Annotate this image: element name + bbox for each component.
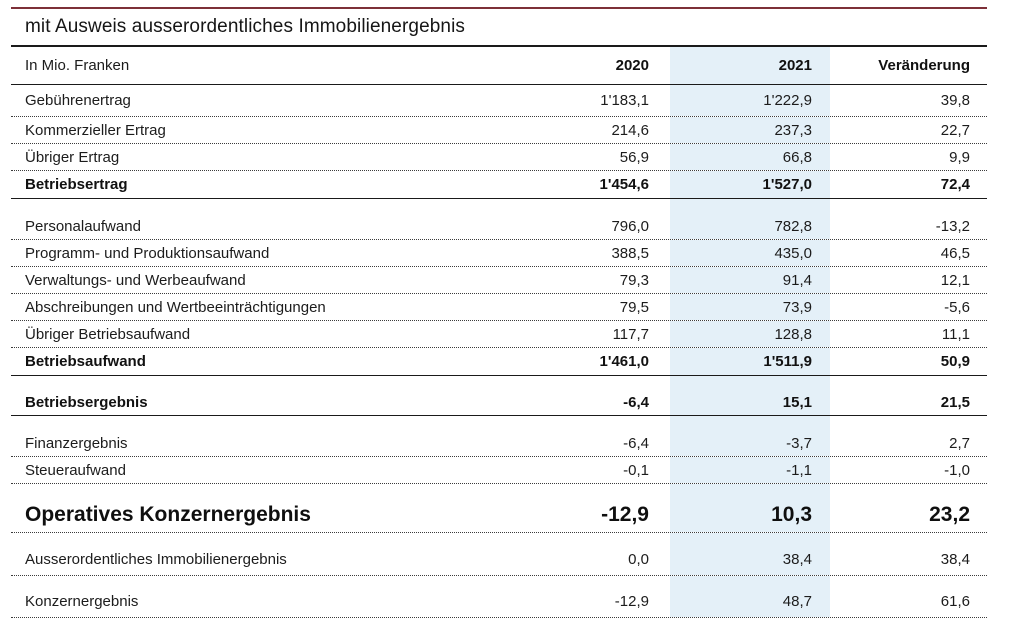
row-label: Betriebsaufwand xyxy=(25,353,146,370)
table-row: Kommerzieller Ertrag 214,6 237,3 22,7 xyxy=(11,117,987,144)
value-2021: 48,7 xyxy=(670,576,830,617)
column-header-change: Veränderung xyxy=(878,57,970,74)
row-label: Finanzergebnis xyxy=(25,434,128,452)
value-2020: 117,7 xyxy=(612,325,649,343)
value-2021: 73,9 xyxy=(670,294,830,320)
row-label: Kommerzieller Ertrag xyxy=(25,121,166,139)
value-2020: 1'461,0 xyxy=(599,353,649,370)
value-2021: 1'527,0 xyxy=(670,171,830,198)
report-page: mit Ausweis ausserordentliches Immobilie… xyxy=(11,7,987,618)
value-change: 21,5 xyxy=(940,394,970,411)
value-2020: 56,9 xyxy=(619,148,649,166)
table-row: Betriebsaufwand 1'461,0 1'511,9 50,9 xyxy=(11,348,987,376)
value-2020: -12,9 xyxy=(601,503,649,526)
value-change: -5,6 xyxy=(944,298,970,316)
value-change: 61,6 xyxy=(940,593,970,610)
unit-label: In Mio. Franken xyxy=(25,57,130,74)
row-label: Programm- und Produktionsaufwand xyxy=(25,244,270,262)
value-change: 23,2 xyxy=(929,503,970,526)
table-row: Steueraufwand -0,1 -1,1 -1,0 xyxy=(11,457,987,484)
row-label: Abschreibungen und Wertbeeinträchtigunge… xyxy=(25,298,326,316)
table-row: Finanzergebnis -6,4 -3,7 2,7 xyxy=(11,430,987,457)
value-change: 46,5 xyxy=(940,244,970,262)
value-change: 12,1 xyxy=(940,271,970,289)
table-row: Gebührenertrag 1'183,1 1'222,9 39,8 xyxy=(11,85,987,117)
value-change: 11,1 xyxy=(941,325,970,343)
value-2020: -0,1 xyxy=(623,461,649,479)
value-2021: 435,0 xyxy=(670,240,830,266)
value-2021: 15,1 xyxy=(670,390,830,415)
value-2020: 0,0 xyxy=(628,551,649,568)
row-label: Steueraufwand xyxy=(25,461,126,479)
value-2021: 782,8 xyxy=(670,213,830,239)
spacer-row xyxy=(11,199,987,213)
value-2020: 796,0 xyxy=(611,217,649,235)
value-2021: 10,3 xyxy=(670,498,830,532)
value-2021 xyxy=(670,416,830,430)
value-2021: 66,8 xyxy=(670,144,830,170)
value-2021 xyxy=(670,484,830,498)
value-2020: 79,5 xyxy=(619,298,649,316)
value-2020: 388,5 xyxy=(611,244,649,262)
row-label: Ausserordentliches Immobilienergebnis xyxy=(25,551,287,568)
spacer-row xyxy=(11,376,987,390)
row-label: Personalaufwand xyxy=(25,217,141,235)
table-row: Betriebsergebnis -6,4 15,1 21,5 xyxy=(11,390,987,416)
row-label: Übriger Betriebsaufwand xyxy=(25,325,191,343)
row-label: Verwaltungs- und Werbeaufwand xyxy=(25,271,246,289)
value-2020: -6,4 xyxy=(623,434,649,452)
value-2021: 38,4 xyxy=(670,533,830,575)
column-header-2021: 2021 xyxy=(670,47,830,84)
value-2020: 79,3 xyxy=(619,271,649,289)
value-change: 38,4 xyxy=(940,551,970,568)
value-2021: 128,8 xyxy=(670,321,830,347)
accent-top-rule xyxy=(11,7,987,9)
value-change: 22,7 xyxy=(940,121,970,139)
table-row: Verwaltungs- und Werbeaufwand 79,3 91,4 … xyxy=(11,267,987,294)
value-2021: -1,1 xyxy=(670,457,830,483)
column-header-2020: 2020 xyxy=(615,57,649,74)
row-label: Konzernergebnis xyxy=(25,593,139,610)
value-2021 xyxy=(670,376,830,390)
value-2020: -12,9 xyxy=(614,593,649,610)
value-2021: -3,7 xyxy=(670,430,830,456)
value-2020: 214,6 xyxy=(611,121,649,139)
table-title: mit Ausweis ausserordentliches Immobilie… xyxy=(11,9,987,47)
value-2021: 1'511,9 xyxy=(670,348,830,375)
value-2020: -6,4 xyxy=(623,394,649,411)
table-row: Übriger Betriebsaufwand 117,7 128,8 11,1 xyxy=(11,321,987,348)
table-header-row: In Mio. Franken 2020 2021 Veränderung xyxy=(11,47,987,85)
table-row: Übriger Ertrag 56,9 66,8 9,9 xyxy=(11,144,987,171)
value-change: 50,9 xyxy=(940,353,970,370)
table-row: Abschreibungen und Wertbeeinträchtigunge… xyxy=(11,294,987,321)
row-label: Übriger Ertrag xyxy=(25,148,120,166)
row-label: Operatives Konzernergebnis xyxy=(25,503,311,526)
value-change: -13,2 xyxy=(935,217,970,235)
table-row: Operatives Konzernergebnis -12,9 10,3 23… xyxy=(11,498,987,533)
table-row: Ausserordentliches Immobilienergebnis 0,… xyxy=(11,533,987,576)
value-2021 xyxy=(670,199,830,213)
value-change: 72,4 xyxy=(940,176,970,193)
table-row: Personalaufwand 796,0 782,8 -13,2 xyxy=(11,213,987,240)
value-2021: 91,4 xyxy=(670,267,830,293)
value-change: 39,8 xyxy=(940,92,970,109)
value-change: 2,7 xyxy=(949,434,970,452)
table-body: Gebührenertrag 1'183,1 1'222,9 39,8 Komm… xyxy=(11,85,987,618)
value-change: -1,0 xyxy=(944,461,970,479)
value-change: 9,9 xyxy=(949,148,970,166)
value-2021: 237,3 xyxy=(670,117,830,143)
table-row: Konzernergebnis -12,9 48,7 61,6 xyxy=(11,576,987,618)
value-2020: 1'454,6 xyxy=(599,176,649,193)
row-label: Betriebsergebnis xyxy=(25,394,148,411)
table-row: Betriebsertrag 1'454,6 1'527,0 72,4 xyxy=(11,171,987,199)
value-2021: 1'222,9 xyxy=(670,85,830,116)
table-row: Programm- und Produktionsaufwand 388,5 4… xyxy=(11,240,987,267)
value-2020: 1'183,1 xyxy=(600,92,649,109)
row-label: Betriebsertrag xyxy=(25,176,128,193)
spacer-row xyxy=(11,416,987,430)
row-label: Gebührenertrag xyxy=(25,92,131,109)
spacer-row xyxy=(11,484,987,498)
